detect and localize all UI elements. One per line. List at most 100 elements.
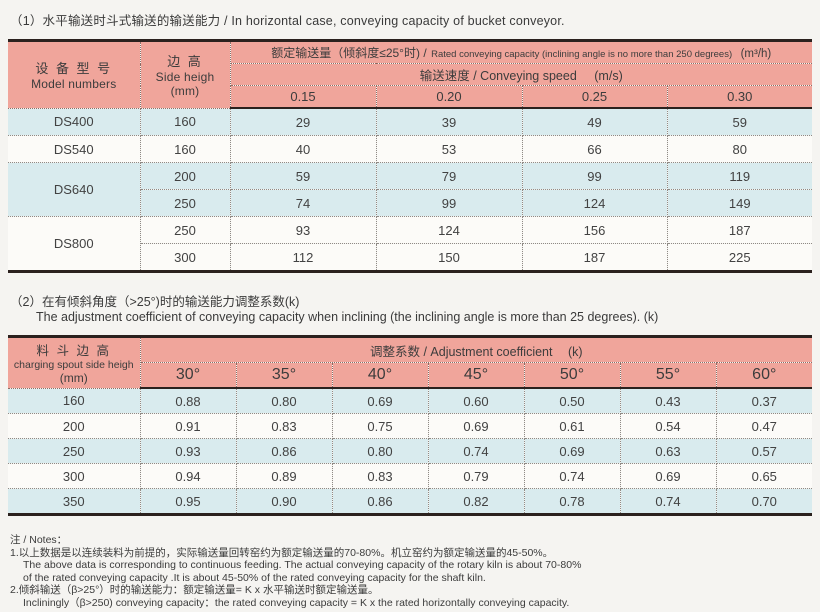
coef-cell: 0.94 (139, 463, 237, 489)
angle-col-1: 35° (235, 362, 333, 389)
rated-capacity-header: 额定输送量（倾斜度≤25°时) / Rated conveying capaci… (229, 40, 813, 64)
capacity-cell: 49 (521, 107, 668, 136)
note-1-en-line2: of the rated conveying capacity .It is a… (23, 571, 486, 584)
table-row: 300 0.94 0.89 0.83 0.79 0.74 0.69 0.65 (7, 463, 813, 489)
capacity-cell: 79 (375, 162, 523, 190)
coef-cell: 0.69 (619, 463, 717, 489)
table-row: 160 0.88 0.80 0.69 0.60 0.50 0.43 0.37 (7, 387, 813, 414)
coef-cell: 0.74 (619, 488, 717, 515)
coef-cell: 0.80 (331, 438, 429, 464)
angle-col-4: 50° (523, 362, 621, 389)
coefficient-unit: (k) (567, 344, 583, 359)
note-1-zh: 1.以上数据是以连续装料为前提的，实际输送量回转窑约为额定输送量的70-80%。… (10, 546, 554, 559)
side-cell: 300 (139, 243, 231, 272)
capacity-cell: 40 (229, 135, 377, 163)
capacity-cell: 187 (666, 216, 813, 244)
table-row: 200 0.91 0.83 0.75 0.69 0.61 0.54 0.47 (7, 413, 813, 439)
capacity-cell: 29 (229, 107, 377, 136)
conveying-speed-header: 输送速度 / Conveying speed (m/s) (229, 63, 813, 86)
side-cell: 350 (7, 488, 141, 515)
model-header-en: Model numbers (31, 77, 117, 92)
coef-cell: 0.79 (427, 463, 525, 489)
spout-header-unit: (mm) (59, 371, 88, 386)
side-cell: 250 (139, 216, 231, 244)
table-row: 300 112 150 187 225 (8, 243, 813, 272)
capacity-cell: 99 (521, 162, 668, 190)
coef-cell: 0.86 (331, 488, 429, 515)
capacity-cell: 112 (229, 243, 377, 272)
table-row: DS640 200 59 79 99 119 (7, 162, 813, 217)
side-cell: 200 (7, 413, 141, 439)
capacity-table: 设 备 型 号 Model numbers 边 高 Side heigh (mm… (7, 39, 813, 273)
capacity-cell: 225 (666, 243, 813, 272)
coefficient-label: 调整系数 / Adjustment coefficient (370, 344, 553, 359)
capacity-cell: 80 (666, 135, 813, 163)
coef-cell: 0.86 (235, 438, 333, 464)
coef-cell: 0.69 (427, 413, 525, 439)
notes-section: 注 / Notes： 1.以上数据是以连续装料为前提的，实际输送量回转窑约为额定… (10, 534, 812, 609)
coef-cell: 0.54 (619, 413, 717, 439)
coef-cell: 0.80 (235, 387, 333, 414)
capacity-cell: 66 (521, 135, 668, 163)
coef-cell: 0.74 (427, 438, 525, 464)
coef-cell: 0.95 (139, 488, 237, 515)
speed-col-2: 0.25 (521, 85, 668, 109)
coef-cell: 0.69 (331, 387, 429, 414)
table-row: 350 0.95 0.90 0.86 0.82 0.78 0.74 0.70 (7, 488, 813, 515)
side-cell: 160 (139, 135, 231, 163)
spout-header-zh: 料 斗 边 高 (36, 344, 111, 359)
coef-cell: 0.60 (427, 387, 525, 414)
side-cell: 250 (139, 189, 231, 217)
model-header-zh: 设 备 型 号 (35, 61, 113, 77)
coef-cell: 0.37 (715, 387, 813, 414)
coef-cell: 0.90 (235, 488, 333, 515)
coef-cell: 0.47 (715, 413, 813, 439)
spout-header-en: charging spout side heigh (13, 359, 134, 372)
capacity-cell: 156 (521, 216, 668, 244)
side-cell: 160 (139, 107, 231, 136)
angle-col-3: 45° (427, 362, 525, 389)
side-header-unit: (mm) (170, 84, 200, 99)
rated-capacity-en: Rated conveying capacity (inclining angl… (431, 48, 733, 60)
coef-cell: 0.78 (523, 488, 621, 515)
side-header-zh: 边 高 (167, 54, 203, 70)
coef-cell: 0.89 (235, 463, 333, 489)
coef-cell: 0.83 (235, 413, 333, 439)
capacity-cell: 187 (521, 243, 668, 272)
table-row: DS800 250 93 124 156 187 (7, 216, 813, 272)
model-cell: DS800 (7, 216, 141, 272)
angle-col-2: 40° (331, 362, 429, 389)
model-cell: DS640 (7, 162, 141, 217)
coef-cell: 0.88 (139, 387, 237, 414)
coef-cell: 0.57 (715, 438, 813, 464)
side-height-column-header: 边 高 Side heigh (mm) (139, 40, 231, 109)
capacity-cell: 53 (375, 135, 523, 163)
section2-title-en: The adjustment coefficient of conveying … (36, 310, 659, 324)
spout-column-header: 料 斗 边 高 charging spout side heigh (mm) (7, 336, 141, 389)
angle-col-6: 60° (715, 362, 813, 389)
coef-cell: 0.69 (523, 438, 621, 464)
coef-cell: 0.63 (619, 438, 717, 464)
side-cell: 200 (139, 162, 231, 190)
coef-cell: 0.93 (139, 438, 237, 464)
capacity-cell: 39 (375, 107, 523, 136)
coef-cell: 0.61 (523, 413, 621, 439)
section1-title: （1）水平输送时斗式输送的输送能力 / In horizontal case, … (10, 14, 565, 28)
model-cell: DS400 (7, 107, 141, 136)
coef-cell: 0.82 (427, 488, 525, 515)
section2-title: （2）在有倾斜角度（>25°)时的输送能力调整系数(k) The adjustm… (10, 295, 812, 325)
speed-col-3: 0.30 (666, 85, 813, 109)
speed-col-0: 0.15 (229, 85, 377, 109)
coef-cell: 0.74 (523, 463, 621, 489)
coef-cell: 0.83 (331, 463, 429, 489)
note-1-en-line1: The above data is corresponding to conti… (23, 559, 582, 571)
capacity-cell: 124 (375, 216, 523, 244)
angle-col-0: 30° (139, 362, 237, 389)
side-cell: 250 (7, 438, 141, 464)
capacity-cell: 149 (666, 189, 813, 217)
rated-capacity-unit: (m³/h) (740, 47, 772, 60)
side-cell: 160 (7, 387, 141, 414)
table-row: 250 74 99 124 149 (8, 189, 813, 217)
table-row: 250 0.93 0.86 0.80 0.74 0.69 0.63 0.57 (7, 438, 813, 464)
angle-col-5: 55° (619, 362, 717, 389)
